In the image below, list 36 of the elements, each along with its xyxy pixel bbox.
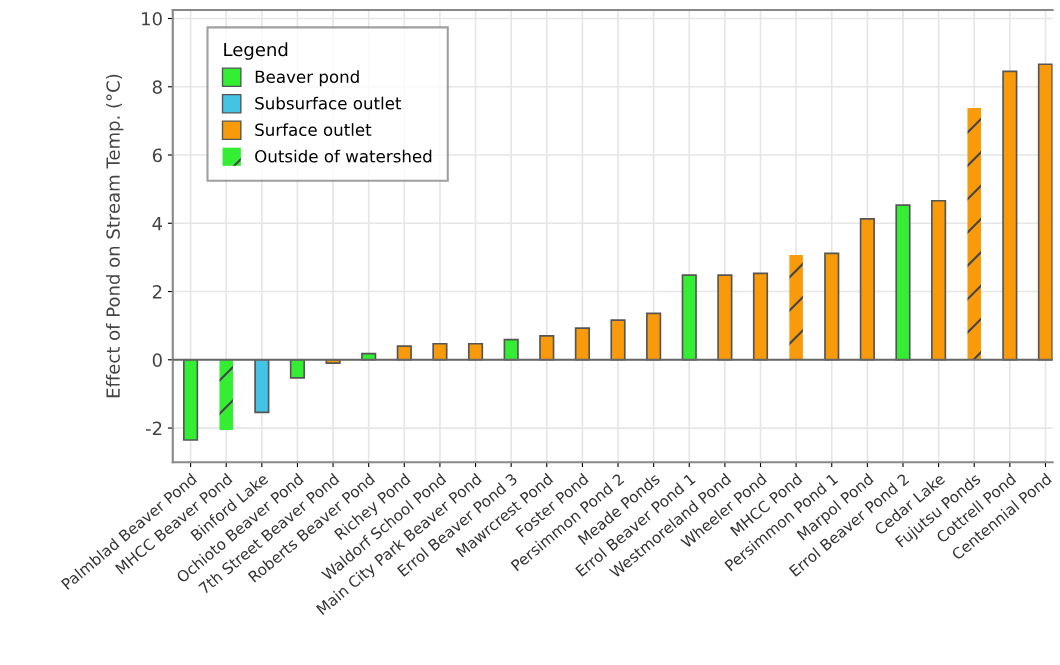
bar	[859, 218, 875, 361]
y-tick-label: -2	[145, 421, 162, 435]
bar	[503, 338, 519, 361]
bar	[1002, 70, 1018, 361]
bar	[432, 342, 448, 361]
bar	[396, 345, 412, 361]
y-tick-label: 4	[152, 216, 163, 231]
bar	[967, 107, 981, 360]
y-tick-label: 6	[152, 148, 162, 163]
bar	[930, 199, 947, 361]
bar	[219, 359, 233, 431]
bar	[254, 358, 270, 414]
bar	[574, 327, 591, 361]
bar	[681, 274, 697, 361]
legend-title: Legend	[224, 42, 288, 60]
y-tick-label: 8	[152, 80, 162, 94]
bar	[467, 342, 484, 361]
y-tick-label: 2	[152, 284, 162, 299]
bar	[289, 358, 306, 379]
bar	[752, 272, 769, 361]
y-axis-title: Effect of Pond on Stream Temp. (°C)	[105, 74, 124, 398]
bar	[895, 204, 911, 361]
bar	[789, 255, 803, 360]
bar	[717, 274, 733, 361]
legend-label: Surface outlet	[255, 123, 372, 137]
legend-label: Beaver pond	[255, 70, 359, 87]
bar	[182, 358, 199, 441]
bar	[610, 319, 626, 361]
legend-label: Subsurface outlet	[255, 96, 402, 110]
bar	[824, 252, 840, 361]
bar	[646, 312, 662, 361]
y-tick-label: 0	[152, 353, 162, 367]
y-tick-label: 10	[142, 11, 162, 26]
bar	[539, 335, 555, 361]
legend-label: Outside of watershed	[255, 149, 432, 163]
bar	[1037, 63, 1053, 361]
